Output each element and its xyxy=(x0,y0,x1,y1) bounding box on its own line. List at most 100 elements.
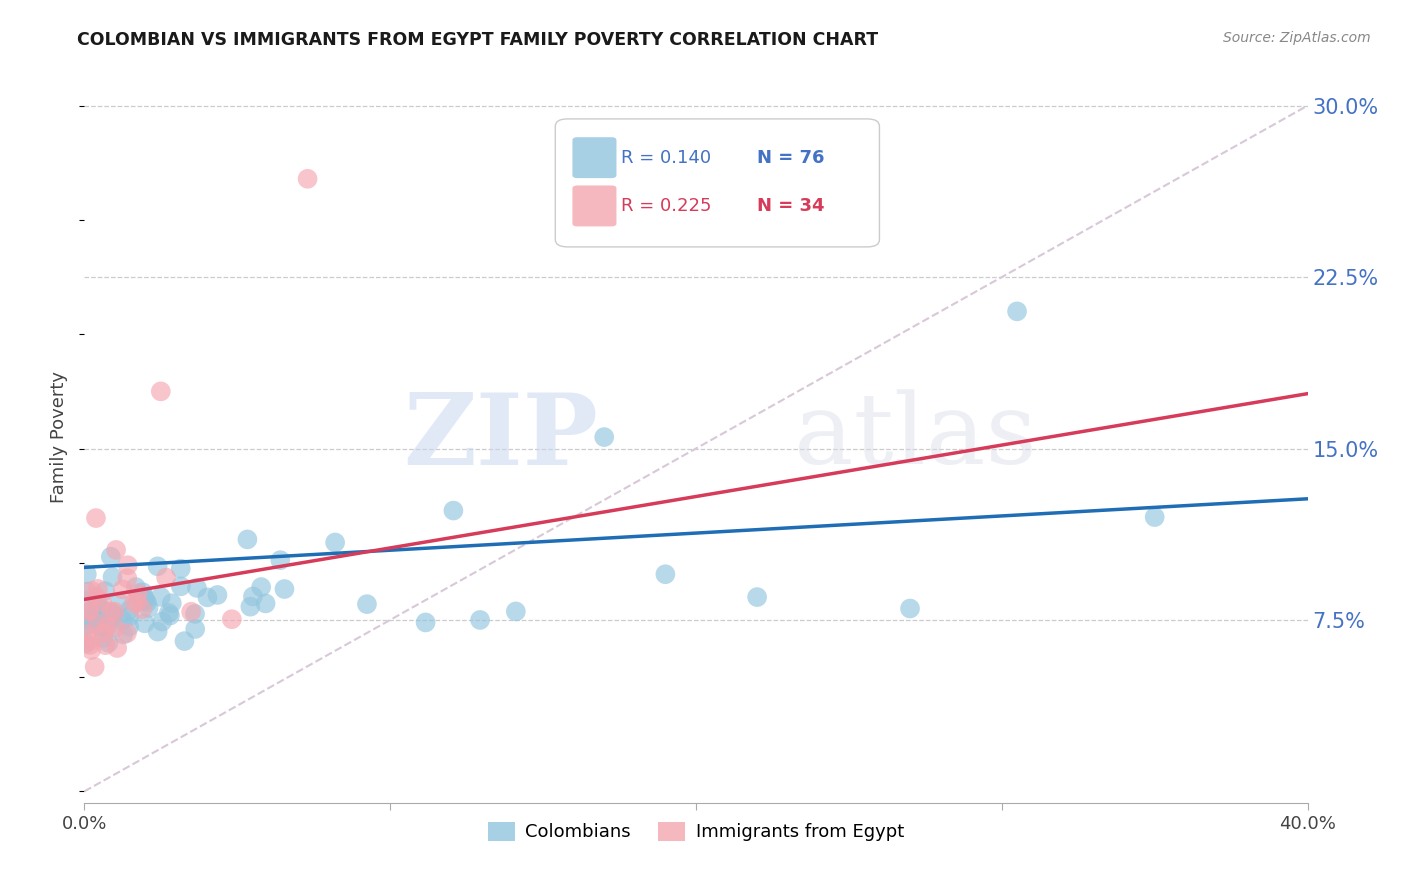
Point xyxy=(118,603,141,617)
Point xyxy=(127,591,149,606)
Point xyxy=(86,608,108,623)
Point xyxy=(173,634,195,648)
Point xyxy=(96,620,118,634)
Point xyxy=(94,584,117,599)
Point xyxy=(79,605,101,619)
Point xyxy=(86,594,108,608)
Point xyxy=(441,503,464,517)
Point xyxy=(468,613,491,627)
Point xyxy=(111,614,134,628)
Point xyxy=(250,580,273,594)
Point xyxy=(93,626,115,640)
Point xyxy=(93,603,115,617)
Point xyxy=(84,612,107,626)
Point xyxy=(90,602,112,616)
Point xyxy=(76,567,98,582)
Point xyxy=(100,605,122,619)
Point xyxy=(1143,510,1166,524)
Point xyxy=(87,582,110,596)
Point xyxy=(80,583,103,598)
Point xyxy=(242,590,264,604)
Point xyxy=(83,660,105,674)
Point xyxy=(505,604,527,618)
Point xyxy=(1005,304,1028,318)
Point xyxy=(186,581,208,595)
FancyBboxPatch shape xyxy=(555,119,880,247)
Text: Source: ZipAtlas.com: Source: ZipAtlas.com xyxy=(1223,31,1371,45)
Point xyxy=(180,605,202,619)
Point xyxy=(76,584,98,599)
Point xyxy=(239,599,262,614)
Point xyxy=(75,593,97,607)
Point xyxy=(94,638,117,652)
Point xyxy=(150,615,173,629)
Point xyxy=(170,562,193,576)
Text: R = 0.225: R = 0.225 xyxy=(621,197,711,215)
Point xyxy=(170,579,193,593)
Y-axis label: Family Poverty: Family Poverty xyxy=(51,371,69,503)
Text: N = 34: N = 34 xyxy=(758,197,825,215)
Point xyxy=(97,636,120,650)
Point xyxy=(132,592,155,607)
Point xyxy=(149,590,172,604)
Point xyxy=(98,612,121,626)
Point xyxy=(415,615,437,630)
Point xyxy=(184,622,207,636)
Point xyxy=(79,633,101,648)
Point xyxy=(118,609,141,624)
Point xyxy=(79,603,101,617)
Point xyxy=(747,590,769,604)
Point xyxy=(593,430,616,444)
Point xyxy=(86,591,108,605)
Point xyxy=(356,597,378,611)
Point xyxy=(127,586,149,600)
Point xyxy=(105,640,128,655)
Point xyxy=(197,591,219,605)
Point xyxy=(100,612,122,626)
Point xyxy=(86,608,108,623)
Point xyxy=(80,618,103,632)
Point xyxy=(155,571,177,585)
Point xyxy=(654,567,676,582)
Point xyxy=(79,638,101,652)
Point xyxy=(111,582,134,597)
Point xyxy=(103,605,125,619)
Point xyxy=(101,570,124,584)
Point xyxy=(117,558,139,573)
Point xyxy=(76,627,98,641)
Point xyxy=(297,171,319,186)
FancyBboxPatch shape xyxy=(572,137,616,178)
Point xyxy=(134,616,156,631)
Point xyxy=(159,608,181,623)
Text: COLOMBIAN VS IMMIGRANTS FROM EGYPT FAMILY POVERTY CORRELATION CHART: COLOMBIAN VS IMMIGRANTS FROM EGYPT FAMIL… xyxy=(77,31,879,49)
Point xyxy=(101,607,124,622)
Point xyxy=(118,620,141,634)
Text: N = 76: N = 76 xyxy=(758,149,825,167)
Point xyxy=(207,588,229,602)
Point xyxy=(83,607,105,622)
Point xyxy=(75,619,97,633)
Point xyxy=(127,595,149,609)
Point xyxy=(146,559,169,574)
Text: R = 0.140: R = 0.140 xyxy=(621,149,711,167)
Point xyxy=(105,542,128,557)
Point xyxy=(75,637,97,651)
Legend: Colombians, Immigrants from Egypt: Colombians, Immigrants from Egypt xyxy=(481,814,911,848)
Point xyxy=(96,620,118,634)
Point xyxy=(184,607,207,621)
FancyBboxPatch shape xyxy=(572,186,616,227)
Point xyxy=(254,596,277,610)
Point xyxy=(236,533,259,547)
Point xyxy=(131,602,153,616)
Point xyxy=(100,549,122,564)
Point xyxy=(75,613,97,627)
Point xyxy=(77,605,100,619)
Point xyxy=(115,626,138,640)
Point xyxy=(93,621,115,635)
Point xyxy=(86,617,108,632)
Point xyxy=(103,606,125,620)
Point xyxy=(138,601,160,615)
Point xyxy=(117,571,139,585)
Point xyxy=(132,585,155,599)
Point xyxy=(221,612,243,626)
